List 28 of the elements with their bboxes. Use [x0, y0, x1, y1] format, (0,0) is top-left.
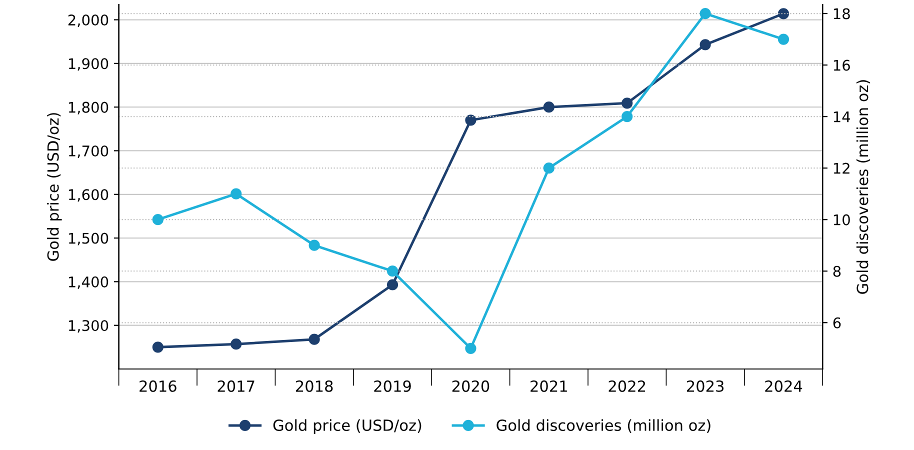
y2-tick-label: 10 — [834, 214, 850, 226]
y-tick-label: 1,800 — [68, 102, 108, 114]
y-tick-label: 1,500 — [68, 232, 108, 246]
y-tick-label: 1,600 — [68, 189, 108, 202]
y-axis-title: Gold price (USD/oz) — [47, 113, 62, 261]
y2-tick-label: 18 — [834, 8, 850, 20]
y-tick-label: 2,000 — [68, 14, 108, 28]
x-tick-label: 2016 — [140, 380, 176, 392]
x-tick-label: 2024 — [765, 380, 802, 392]
y2-tick-label: 8 — [833, 266, 841, 277]
legend-label: Gold price (USD/oz) — [273, 419, 422, 434]
x-tick-label: 2023 — [686, 380, 724, 392]
y2-tick-label: 14 — [834, 111, 850, 122]
x-tick-label: 2019 — [374, 380, 411, 392]
x-tick-label: 2022 — [608, 380, 646, 392]
x-tick-label: 2018 — [296, 380, 333, 392]
y-tick-label: 1,300 — [68, 320, 108, 333]
y2-tick-label: 16 — [834, 60, 850, 71]
x-tick-label: 2017 — [218, 380, 254, 392]
y-tick-label: 1,400 — [68, 276, 108, 289]
y2-tick-label: 12 — [834, 162, 850, 174]
y-tick-label: 1,900 — [68, 58, 108, 71]
x-tick-label: 2021 — [530, 380, 567, 392]
y2-axis-title: Gold discoveries (million oz) — [856, 80, 870, 294]
x-tick-label: 2020 — [452, 380, 490, 392]
y-tick-label: 1,700 — [68, 145, 108, 158]
y2-tick-label: 6 — [833, 317, 841, 328]
legend-label: Gold discoveries (million oz) — [496, 419, 710, 433]
